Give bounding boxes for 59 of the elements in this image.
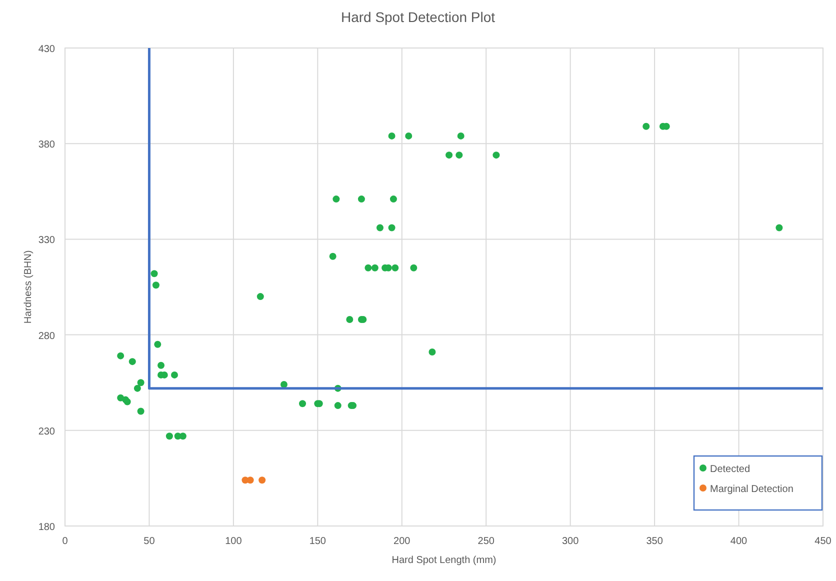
point [392, 264, 399, 272]
point [388, 132, 396, 140]
x-tick-label: 400 [730, 536, 748, 547]
point [152, 282, 160, 289]
point [166, 432, 173, 440]
point [428, 348, 436, 356]
point [137, 379, 144, 386]
x-tick-label: 300 [562, 536, 580, 547]
point [179, 432, 186, 440]
x-tick-label: 150 [309, 536, 326, 547]
y-axis-title: Hardness (BHN) [23, 250, 34, 324]
x-tick-label: 450 [814, 536, 832, 547]
point [457, 132, 464, 140]
point [388, 224, 396, 232]
point [642, 122, 650, 130]
y-tick-label: 230 [38, 426, 56, 438]
point [170, 371, 178, 378]
point [150, 270, 158, 278]
point [280, 381, 288, 388]
point [137, 408, 144, 415]
point [256, 293, 264, 300]
x-tick-label: 100 [225, 536, 242, 547]
point [371, 264, 378, 272]
x-tick-label: 250 [478, 536, 495, 547]
point [334, 402, 342, 410]
point [154, 340, 162, 348]
x-tick-label: 50 [144, 536, 156, 547]
y-tick-label: 280 [38, 330, 56, 342]
point [390, 196, 397, 203]
point [299, 400, 306, 408]
point [246, 476, 254, 484]
chart-title: Hard Spot Detection Plot [340, 9, 496, 25]
legend-label: Marginal Detection [710, 484, 794, 495]
y-tick-label: 180 [38, 522, 56, 533]
x-axis-title: Hard Spot Length (mm) [392, 555, 496, 566]
x-tick-label: 200 [394, 536, 411, 547]
point [128, 358, 136, 366]
y-tick-label: 330 [38, 235, 56, 246]
point [358, 196, 365, 203]
y-tick-label: 430 [38, 44, 56, 55]
point [117, 352, 124, 360]
point [776, 224, 783, 232]
point [410, 264, 418, 272]
point [456, 152, 463, 159]
legend-label: Detected [710, 464, 750, 475]
point [446, 152, 453, 159]
point [376, 224, 384, 232]
x-tick-label: 0 [62, 536, 68, 547]
x-tick-label: 350 [646, 536, 664, 547]
point [158, 362, 165, 369]
point [329, 252, 336, 260]
point [492, 152, 500, 159]
point [134, 384, 141, 392]
point [258, 476, 266, 484]
point [405, 132, 412, 140]
point [332, 196, 340, 203]
y-tick-label: 380 [38, 140, 56, 151]
point [364, 264, 372, 272]
point [346, 316, 354, 324]
